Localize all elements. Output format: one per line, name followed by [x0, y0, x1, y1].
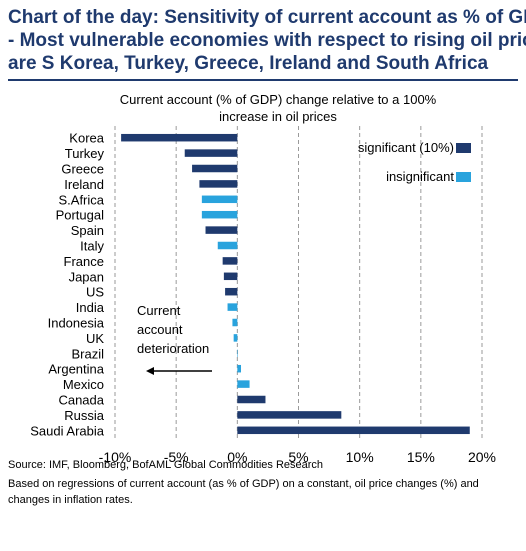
- bar: [201, 195, 238, 204]
- category-label: Turkey: [65, 146, 105, 161]
- headline: Chart of the day: Sensitivity of current…: [8, 6, 526, 75]
- bar: [225, 287, 238, 296]
- chart-title-line-2: increase in oil prices: [219, 109, 337, 124]
- legend-swatch-insignificant: [456, 172, 471, 182]
- category-label: France: [64, 254, 104, 269]
- category-label: US: [86, 285, 104, 300]
- headline-line-1: Chart of the day: Sensitivity of current…: [8, 7, 526, 28]
- x-tick-label: 20%: [468, 449, 496, 465]
- bar: [199, 180, 238, 188]
- category-labels: KoreaTurkeyGreeceIrelandS.AfricaPortugal…: [30, 131, 105, 439]
- bar: [222, 257, 238, 265]
- annotation-arrow-head: [146, 367, 154, 375]
- gridlines: [114, 126, 483, 440]
- bar: [232, 318, 238, 327]
- category-label: S.Africa: [58, 192, 104, 207]
- bar: [237, 426, 470, 435]
- source-note: Source: IMF, Bloomberg, BofAML Global Co…: [8, 459, 324, 471]
- annotation-line-3: deterioration: [137, 341, 209, 356]
- category-label: India: [76, 300, 105, 315]
- x-tick-label: 5%: [288, 449, 308, 465]
- category-label: Canada: [58, 393, 104, 408]
- headline-line-2: - Most vulnerable economies with respect…: [8, 30, 526, 51]
- bar: [237, 380, 250, 388]
- bar: [237, 364, 242, 373]
- bar: [237, 395, 266, 404]
- category-label: Korea: [69, 131, 104, 146]
- annotation: Current account deterioration: [137, 303, 212, 375]
- legend: significant (10%) insignificant: [358, 140, 471, 184]
- bar: [192, 164, 238, 173]
- bar: [121, 133, 238, 142]
- headline-line-3: are S Korea, Turkey, Greece, Ireland and…: [8, 53, 489, 74]
- annotation-line-1: Current: [137, 303, 181, 318]
- footnotes: Source: IMF, Bloomberg, BofAML Global Co…: [8, 457, 518, 508]
- category-label: Portugal: [56, 208, 105, 223]
- category-label: Spain: [71, 223, 104, 238]
- method-note-line-1: Based on regressions of current account …: [8, 478, 479, 490]
- category-label: Italy: [80, 239, 104, 254]
- x-tick-label: 10%: [346, 449, 374, 465]
- category-label: Russia: [64, 408, 105, 423]
- x-tick-label: -5%: [164, 449, 189, 465]
- annotation-line-2: account: [137, 322, 183, 337]
- bar: [205, 226, 238, 234]
- category-label: Mexico: [63, 377, 104, 392]
- x-tick-labels: -10% -5% 0% 5% 10% 15% 20%: [99, 449, 496, 465]
- bar: [223, 272, 238, 281]
- category-label: Japan: [69, 269, 104, 284]
- category-label: Saudi Arabia: [30, 423, 104, 438]
- bars: [121, 133, 470, 435]
- x-tick-label: 0%: [227, 449, 247, 465]
- category-label: UK: [86, 331, 104, 346]
- category-label: Ireland: [64, 177, 104, 192]
- category-label: Brazil: [71, 346, 104, 361]
- bar: [217, 241, 238, 250]
- category-label: Greece: [61, 162, 104, 177]
- bar: [201, 210, 238, 219]
- bar: [233, 334, 238, 342]
- x-tick-label: -10%: [99, 449, 132, 465]
- legend-swatch-significant: [456, 143, 471, 153]
- bar: [237, 411, 342, 419]
- chart-title-line-1: Current account (% of GDP) change relati…: [120, 92, 437, 107]
- legend-label-significant: significant (10%): [358, 140, 454, 155]
- headline-divider: [8, 79, 518, 81]
- bar: [227, 303, 238, 311]
- x-tick-label: 15%: [407, 449, 435, 465]
- bar: [184, 149, 238, 157]
- bar: [237, 349, 238, 358]
- legend-label-insignificant: insignificant: [386, 169, 454, 184]
- method-note-line-2: changes in inflation rates.: [8, 494, 133, 506]
- category-label: Indonesia: [48, 316, 105, 331]
- category-label: Argentina: [48, 362, 104, 377]
